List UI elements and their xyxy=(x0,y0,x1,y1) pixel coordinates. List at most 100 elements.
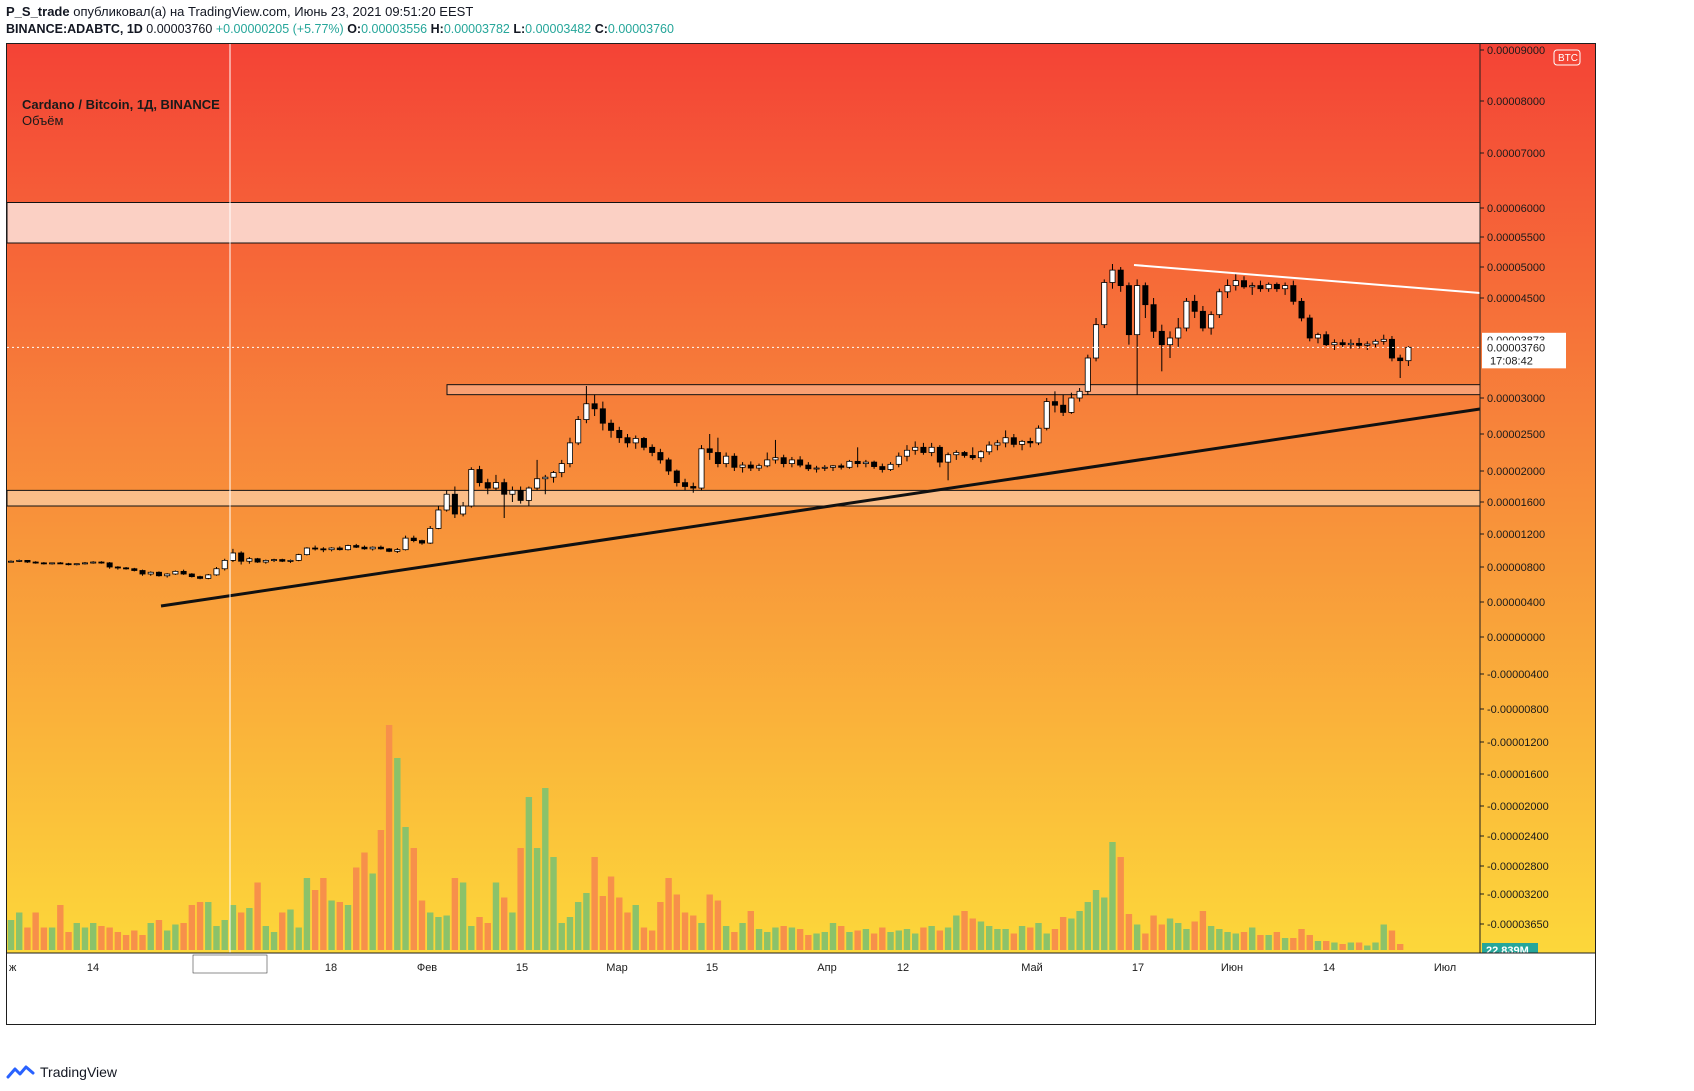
candle xyxy=(657,448,664,464)
candle xyxy=(131,567,138,572)
volume-bar xyxy=(147,923,154,950)
volume-bar xyxy=(484,923,491,950)
price-tick: 0.00005000 xyxy=(1487,262,1545,274)
volume-bar xyxy=(48,927,56,950)
candle xyxy=(788,456,795,468)
candle xyxy=(16,559,23,563)
candle xyxy=(24,560,31,563)
volume-bar xyxy=(1240,932,1248,950)
candle xyxy=(542,474,549,495)
volume-bar xyxy=(1092,890,1100,950)
candles xyxy=(7,264,1412,580)
candle xyxy=(213,567,220,576)
volume-bar xyxy=(796,929,804,950)
volume-bar xyxy=(1207,926,1215,950)
volume-bar xyxy=(1101,897,1108,950)
trendlines[interactable] xyxy=(7,44,1481,964)
time-tick: 12 xyxy=(897,962,909,974)
tradingview-footer[interactable]: TradingView xyxy=(6,1063,117,1081)
volume-bar xyxy=(81,927,89,950)
candle xyxy=(221,558,228,571)
volume-bar xyxy=(977,921,985,950)
candle xyxy=(410,535,417,543)
candle xyxy=(1167,331,1174,358)
volume-bar xyxy=(1372,942,1379,950)
volume-bar xyxy=(139,935,146,950)
time-axis[interactable]: ж1403 Янв '2118Фев15Мар15Апр12Май17Июн14… xyxy=(7,952,1596,1025)
volume-bar xyxy=(205,902,212,950)
volume-bar xyxy=(303,878,311,950)
candle xyxy=(936,445,943,468)
volume-bar xyxy=(1150,915,1157,950)
candle xyxy=(854,447,861,468)
candle xyxy=(427,526,434,544)
candle xyxy=(435,506,442,530)
volume-bar xyxy=(394,758,401,950)
chart-area[interactable]: 0.00009000 0.00008000 0.00007000 0.00006000… xyxy=(6,43,1596,1025)
volume-bar xyxy=(451,878,459,950)
candle xyxy=(1117,267,1124,292)
support-trendline[interactable] xyxy=(160,407,1481,608)
volume-bar xyxy=(961,911,968,950)
candle xyxy=(575,416,582,446)
price-tick: -0.00003200 xyxy=(1487,889,1549,901)
crosshair-date-label xyxy=(192,954,268,974)
author-name[interactable]: P_S_trade xyxy=(6,4,70,19)
candle xyxy=(1347,339,1354,349)
candle xyxy=(1298,298,1305,322)
volume-bar xyxy=(616,897,623,950)
volume-bar xyxy=(813,933,820,950)
chart-legend-title: Cardano / Bitcoin, 1Д, BINANCE xyxy=(22,97,220,112)
volume-bar xyxy=(1355,942,1363,950)
volume-bar xyxy=(829,923,837,950)
volume-bar xyxy=(353,867,360,950)
candle xyxy=(649,444,656,457)
candle xyxy=(1397,354,1404,378)
volume-bar xyxy=(385,725,393,950)
volume-bar xyxy=(188,905,196,950)
candle xyxy=(320,547,327,553)
resistance-trendline[interactable] xyxy=(1133,264,1481,294)
volume-bar xyxy=(640,927,648,950)
volume-bar xyxy=(1002,929,1009,950)
candle xyxy=(57,562,64,565)
candle xyxy=(254,557,261,563)
volume-bar xyxy=(98,926,105,950)
candle xyxy=(558,459,565,478)
zone-middle xyxy=(446,384,1481,396)
time-tick: 18 xyxy=(325,962,337,974)
candle xyxy=(1241,276,1248,289)
candle xyxy=(279,558,286,563)
price-tick: 0.00000800 xyxy=(1487,562,1545,574)
volume-bar xyxy=(632,905,639,950)
chart-canvas[interactable]: 0.00009000 0.00008000 0.00007000 0.00006000… xyxy=(7,44,1596,1025)
candle xyxy=(780,454,787,468)
volume-bar xyxy=(1125,914,1133,950)
candle xyxy=(1002,430,1009,448)
candle xyxy=(246,557,253,564)
candle xyxy=(1273,282,1280,292)
time-tick: Июн xyxy=(1221,962,1243,974)
volume-bar xyxy=(328,900,335,950)
volume-bar xyxy=(1059,917,1067,950)
candle xyxy=(953,450,960,460)
time-tick: Апр xyxy=(817,962,836,974)
volume-bar xyxy=(681,912,689,950)
candle xyxy=(106,562,113,569)
volume-bar xyxy=(706,894,713,950)
candle xyxy=(805,462,812,471)
candle xyxy=(1035,425,1042,446)
candle xyxy=(517,486,524,504)
volume-bar xyxy=(1347,942,1355,950)
currency-badge[interactable]: BTC xyxy=(1553,49,1581,66)
candle xyxy=(838,463,845,470)
candle xyxy=(1356,338,1363,349)
zone-resistance xyxy=(7,202,1481,244)
volume-bar xyxy=(492,882,500,950)
candle xyxy=(1109,264,1116,289)
price-tick: 0.00004500 xyxy=(1487,293,1545,305)
volume-bar xyxy=(501,897,508,950)
volume-bar xyxy=(928,926,935,950)
volume-bars xyxy=(7,725,1404,950)
tradingview-logo-icon xyxy=(6,1065,35,1079)
